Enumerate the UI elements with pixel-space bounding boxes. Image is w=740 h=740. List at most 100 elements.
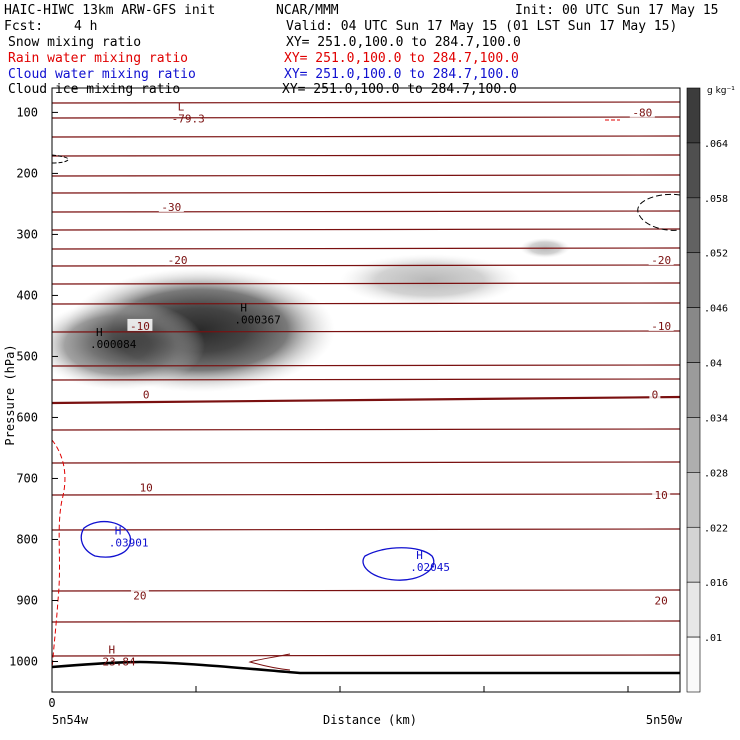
colorbar-swatch: [686, 581, 701, 638]
y-tick-label: 500: [16, 349, 38, 363]
isotherm-line: [52, 654, 680, 657]
isotherm-line: [52, 135, 680, 138]
extremum-value: .03901: [109, 536, 149, 549]
isotherm-label: -20: [168, 254, 188, 267]
extremum-value: .02045: [410, 561, 450, 574]
isotherm-label: -20: [651, 254, 671, 267]
isotherm-labels: -80 -30 -20 -20 -10 -10 0 0 10 10 20 20: [127, 105, 674, 607]
isotherm-label-bg: [137, 480, 156, 493]
extremum-marker: L: [178, 100, 185, 113]
surface-isotherm-tip: [248, 653, 291, 671]
y-tick-label: 700: [16, 471, 38, 485]
isotherm-label-bg: [158, 199, 184, 212]
freezing-level-line: [52, 395, 680, 405]
isotherm-line: [52, 302, 680, 305]
isotherm-line: [52, 154, 680, 157]
field-name-rain: Rain water mixing ratio: [8, 51, 188, 66]
extremum-marker: H: [416, 549, 423, 562]
y-axis: 100 200 300 400 500 600 700 800 900 1000: [9, 105, 58, 668]
isotherm-label: -10: [130, 320, 150, 333]
colorbar-tick-label: .028: [704, 468, 728, 479]
isotherm-line: [52, 461, 680, 464]
isotherm-label: 0: [652, 388, 659, 401]
x-end-label: 5n50w: [646, 713, 683, 727]
extremum-value: -79.3: [172, 112, 205, 125]
colorbar-swatch: [686, 252, 701, 308]
field-xy-cloudwater: XY= 251.0,100.0 to 284.7,100.0: [284, 67, 519, 82]
y-tick-label: 600: [16, 410, 38, 424]
dashed-contour-left: [52, 154, 69, 164]
colorbar-swatch: [686, 636, 701, 693]
isotherm-line: [52, 174, 680, 177]
colorbar-swatch: [686, 87, 701, 144]
isotherm-line: [52, 228, 680, 231]
isotherm-line: [52, 493, 680, 496]
isotherm-label-bg: [652, 593, 671, 606]
isotherm-line: [52, 264, 680, 267]
isotherm-line: [52, 428, 680, 431]
cloud-water-contour-central: [362, 547, 435, 581]
colorbar-tick-label: .04: [704, 359, 722, 370]
isotherm-label-bg: [140, 387, 152, 400]
isotherm-lines: [52, 101, 680, 657]
isotherm-label: -80: [632, 106, 652, 119]
isotherm-line: [52, 330, 680, 333]
field-name-cloudwater: Cloud water mixing ratio: [8, 67, 196, 82]
isotherm-label: 0: [143, 388, 150, 401]
isotherm-label-bg: [648, 318, 674, 331]
isotherm-label-bg: [130, 588, 149, 601]
colorbar-tick-label: .058: [704, 194, 728, 205]
colorbar-tick-label: .046: [704, 304, 728, 315]
y-tick-label: 800: [16, 532, 38, 546]
field-xy-rain: XY= 251.0,100.0 to 284.7,100.0: [284, 51, 519, 66]
isotherm-label: -10: [651, 320, 671, 333]
colorbar-tick-label: .064: [704, 139, 728, 150]
isotherm-line: [52, 210, 680, 213]
colorbar-swatch: [686, 362, 701, 418]
isotherm-label: 20: [655, 594, 668, 607]
isotherm-label-bg: [165, 253, 191, 266]
colorbar-tick-label: .01: [704, 633, 722, 644]
y-tick-label: 200: [16, 166, 38, 180]
mixing-ratio-shading-upper: [340, 254, 520, 306]
isotherm-line: [52, 247, 680, 250]
fcst-value: 4 h: [74, 19, 97, 34]
extremum-value: .000367: [234, 314, 280, 327]
colorbar-swatch: [686, 197, 701, 254]
cloud-water-contour-west: [80, 520, 132, 558]
extremum-marker: H: [109, 643, 116, 656]
valid-label: Valid: 04 UTC Sun 17 May 15 (01 LST Sun …: [286, 19, 677, 34]
colorbar-swatch: [686, 307, 701, 363]
y-tick-label: 300: [16, 227, 38, 241]
y-tick-label: 100: [16, 105, 38, 119]
x-axis: [195, 686, 629, 692]
extremum-value: 23.84: [103, 655, 136, 668]
y-axis-label: Pressure (hPa): [3, 344, 17, 445]
x-origin-label: 0: [48, 696, 55, 710]
isotherm-line: [52, 378, 680, 381]
colorbar-swatch: [686, 417, 701, 473]
rain-contour: [52, 439, 66, 677]
isotherm-line: [52, 364, 680, 367]
isotherm-label: 10: [655, 489, 668, 502]
isotherm-label: 10: [140, 482, 153, 495]
init-label: Init: 00 UTC Sun 17 May 15: [515, 3, 719, 18]
mixing-ratio-shading-west: [52, 300, 205, 390]
isotherm-line: [52, 528, 680, 531]
colorbar-tick-label: .034: [704, 413, 728, 424]
plot-area: [52, 101, 680, 677]
extremum-marker: H: [240, 302, 247, 315]
field-xy-cloudice: XY= 251.0,100.0 to 284.7,100.0: [282, 82, 517, 97]
x-axis-label: Distance (km): [323, 713, 417, 727]
terrain-line: [52, 660, 680, 675]
colorbar: .01 .016 .022 .028 .034 .04 .046 .052 .058 .064: [686, 87, 728, 693]
colorbar-swatch: [686, 472, 701, 528]
extremum-marker: H: [115, 524, 122, 537]
model-title: HAIC-HIWC 13km ARW-GFS init: [4, 3, 215, 18]
extrema-labels: L-79.3H.000084H.000367H.03901H.02045H23.…: [90, 100, 450, 668]
extremum-value: .000084: [90, 338, 137, 351]
isotherm-label-bg: [127, 318, 153, 331]
plot-frame: [51, 87, 681, 693]
isotherm-label-bg: [652, 487, 671, 500]
y-tick-label: 900: [16, 593, 38, 607]
